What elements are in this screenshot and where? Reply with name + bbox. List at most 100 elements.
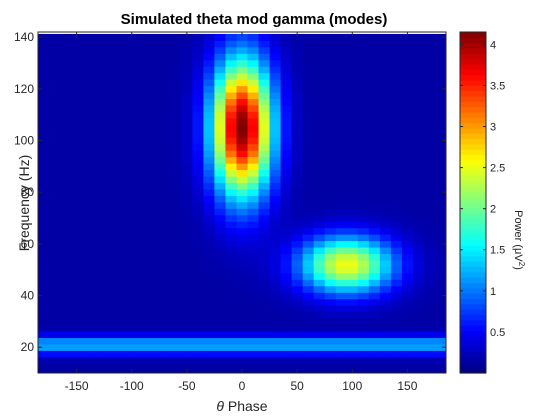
- heatmap-cell: [401, 356, 414, 364]
- heatmap-cell: [390, 150, 403, 158]
- colorbar-label-suffix: ): [512, 266, 524, 270]
- heatmap-cell: [390, 117, 403, 125]
- heatmap-cell: [247, 227, 260, 235]
- heatmap-cell: [93, 137, 105, 145]
- heatmap-cell: [302, 182, 315, 190]
- heatmap-cell: [324, 266, 337, 274]
- heatmap-cell: [379, 298, 392, 306]
- heatmap-cell: [379, 253, 392, 261]
- heatmap-cell: [93, 143, 105, 151]
- heatmap-cell: [346, 66, 359, 74]
- heatmap-cell: [357, 240, 370, 248]
- heatmap-cell: [423, 104, 436, 112]
- heatmap-cell: [126, 363, 138, 371]
- heatmap-cell: [335, 163, 348, 171]
- heatmap-cell: [313, 59, 326, 67]
- heatmap-cell: [412, 324, 425, 332]
- heatmap-cell: [434, 85, 447, 93]
- heatmap-cell: [225, 46, 237, 54]
- heatmap-cell: [291, 208, 304, 216]
- heatmap-cell: [38, 227, 50, 235]
- heatmap-cell: [170, 234, 182, 242]
- heatmap-cell: [269, 318, 282, 326]
- heatmap-cell: [126, 337, 138, 345]
- heatmap-cell: [203, 208, 215, 216]
- heatmap-cell: [82, 117, 94, 125]
- heatmap-cell: [313, 240, 326, 248]
- heatmap-cell: [247, 234, 260, 242]
- heatmap-cell: [93, 363, 105, 371]
- heatmap-cell: [93, 234, 105, 242]
- heatmap-cell: [104, 259, 116, 267]
- heatmap-cell: [280, 85, 293, 93]
- heatmap-cell: [38, 85, 50, 93]
- heatmap-cell: [269, 285, 282, 293]
- heatmap-cell: [357, 143, 370, 151]
- heatmap-cell: [214, 182, 226, 190]
- heatmap-cell: [280, 117, 293, 125]
- heatmap-cell: [71, 337, 83, 345]
- heatmap-cell: [280, 66, 293, 74]
- heatmap-cell: [357, 369, 370, 374]
- colorbar-swatch: [460, 367, 486, 374]
- heatmap-cell: [225, 53, 237, 61]
- heatmap-cell: [390, 169, 403, 177]
- heatmap-cell: [225, 279, 237, 287]
- heatmap-cell: [225, 92, 237, 100]
- heatmap-cell: [291, 298, 304, 306]
- heatmap-cell: [192, 227, 204, 235]
- heatmap-cell: [170, 163, 182, 171]
- heatmap-cell: [71, 363, 83, 371]
- heatmap-cell: [302, 259, 315, 267]
- heatmap-cell: [313, 337, 326, 345]
- heatmap-cell: [357, 117, 370, 125]
- heatmap-cell: [423, 150, 436, 158]
- heatmap-cell: [346, 214, 359, 222]
- heatmap-cell: [302, 227, 315, 235]
- heatmap-cell: [71, 221, 83, 229]
- heatmap-cell: [346, 298, 359, 306]
- colorbar-swatch: [460, 90, 486, 97]
- heatmap-cell: [148, 266, 160, 274]
- heatmap-cell: [159, 272, 171, 280]
- heatmap-cell: [434, 208, 447, 216]
- heatmap-cell: [280, 46, 293, 54]
- heatmap-cell: [214, 104, 226, 112]
- heatmap-cell: [368, 130, 381, 138]
- heatmap-cell: [115, 266, 127, 274]
- heatmap-cell: [346, 92, 359, 100]
- heatmap-cell: [225, 85, 237, 93]
- heatmap-cell: [82, 98, 94, 106]
- heatmap-cell: [302, 117, 315, 125]
- colorbar-swatch: [460, 218, 486, 225]
- heatmap-cell: [115, 208, 127, 216]
- heatmap-cell: [236, 350, 249, 358]
- heatmap-cell: [269, 356, 282, 364]
- heatmap-cell: [280, 137, 293, 145]
- heatmap-cell: [236, 79, 249, 87]
- heatmap-cell: [324, 369, 337, 374]
- heatmap-cell: [225, 124, 237, 132]
- heatmap-cell: [115, 130, 127, 138]
- heatmap-cell: [60, 85, 72, 93]
- heatmap-cell: [170, 292, 182, 300]
- heatmap-cell: [181, 350, 193, 358]
- heatmap-cell: [280, 176, 293, 183]
- colorbar-swatch: [460, 191, 486, 198]
- heatmap-cell: [335, 40, 348, 48]
- heatmap-cell: [368, 363, 381, 371]
- heatmap-cell: [401, 324, 414, 332]
- heatmap-cell: [302, 188, 315, 196]
- heatmap-cell: [137, 169, 149, 177]
- heatmap-cell: [379, 337, 392, 345]
- heatmap-cell: [126, 214, 138, 222]
- heatmap-cell: [247, 169, 260, 177]
- heatmap-cell: [236, 343, 249, 351]
- heatmap-cell: [214, 124, 226, 132]
- heatmap-cell: [379, 292, 392, 300]
- heatmap-cell: [148, 369, 160, 374]
- heatmap-cell: [302, 266, 315, 274]
- heatmap-cell: [170, 150, 182, 158]
- heatmap-cell: [412, 234, 425, 242]
- heatmap-cell: [38, 221, 50, 229]
